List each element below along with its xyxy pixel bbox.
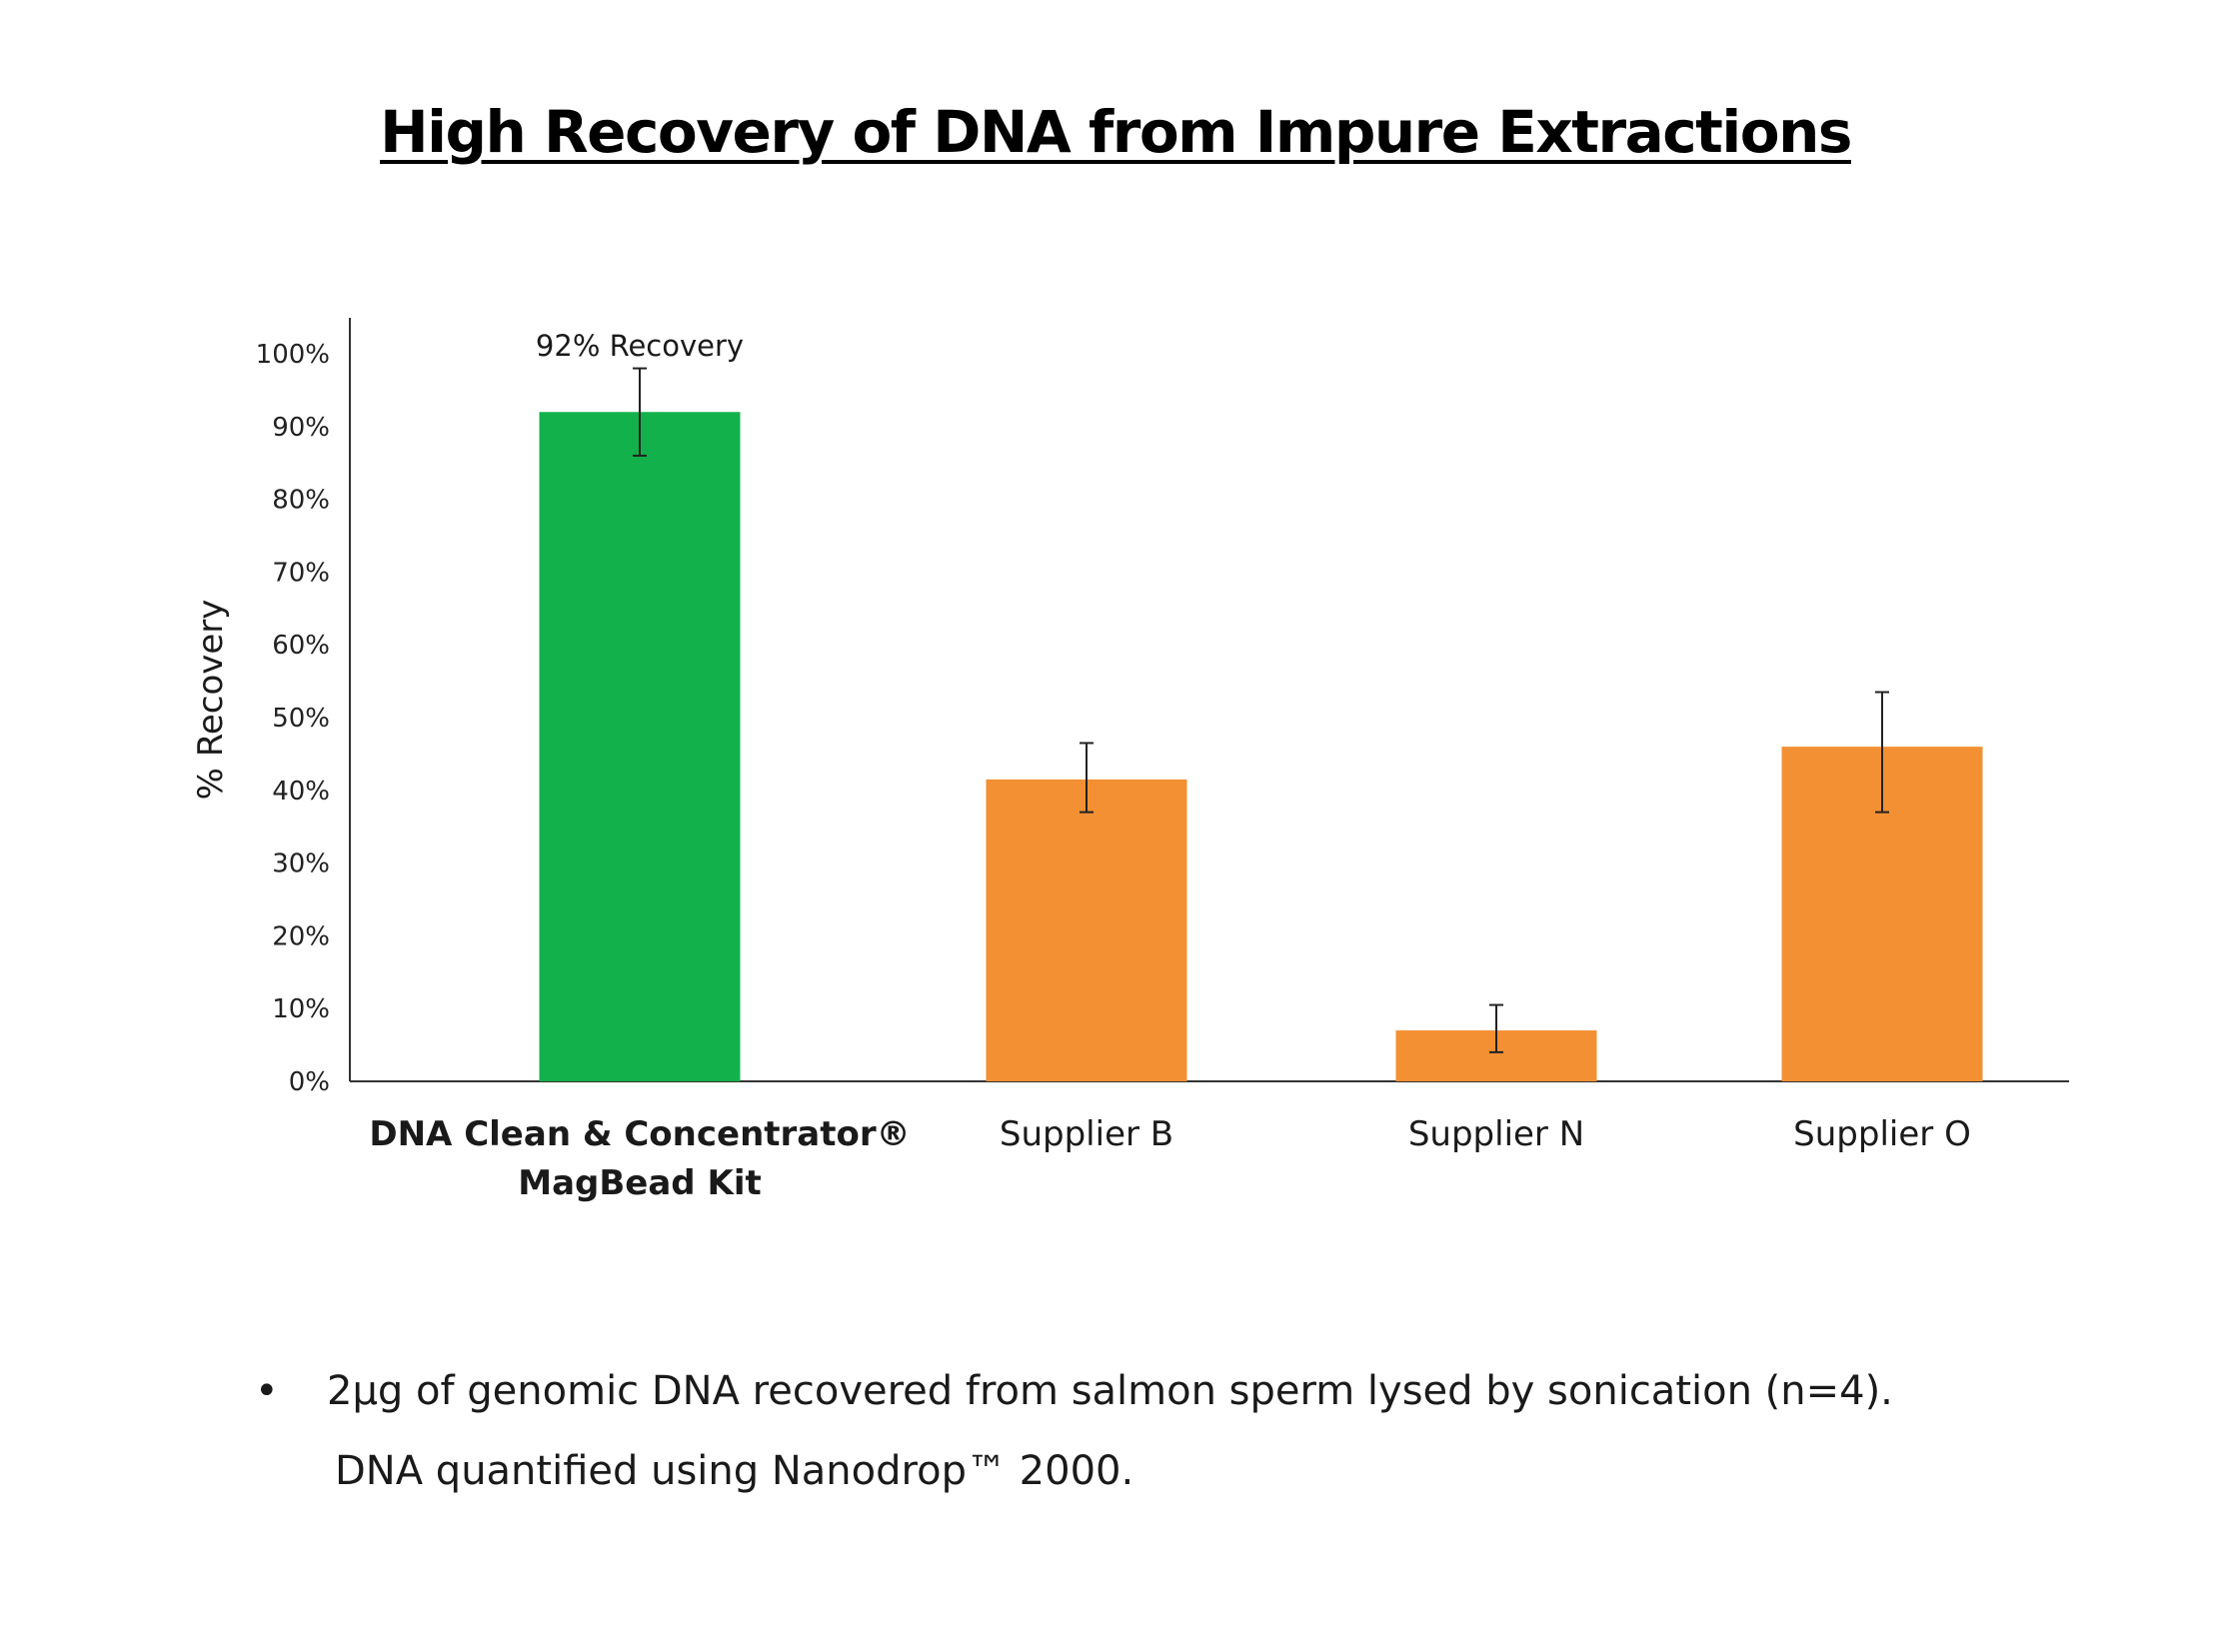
y-tick-label: 30%	[272, 849, 330, 879]
footnote-line-2: DNA quantified using Nanodrop™ 2000.	[335, 1448, 1134, 1494]
y-tick-label: 90%	[272, 413, 330, 443]
y-tick-label: 20%	[272, 921, 330, 951]
x-category-label: Supplier N	[1408, 1114, 1584, 1154]
x-category-label: Supplier O	[1793, 1114, 1971, 1154]
bullet-icon: •	[255, 1368, 279, 1414]
bar	[539, 412, 741, 1081]
y-tick-label: 10%	[272, 994, 330, 1024]
y-tick-label: 0%	[289, 1067, 330, 1097]
bar	[986, 779, 1187, 1081]
x-category-label: DNA Clean & Concentrator®	[369, 1114, 910, 1154]
y-axis-label: % Recovery	[191, 600, 231, 801]
y-tick-label: 60%	[272, 631, 330, 661]
page-title: High Recovery of DNA from Impure Extract…	[380, 98, 1852, 166]
x-category-label: MagBead Kit	[518, 1163, 761, 1203]
y-tick-label: 50%	[272, 704, 330, 734]
y-tick-label: 80%	[272, 486, 330, 516]
data-label: 92% Recovery	[536, 329, 744, 363]
y-tick-label: 40%	[272, 777, 330, 807]
y-tick-label: 70%	[272, 558, 330, 588]
x-category-label: Supplier B	[1000, 1114, 1173, 1154]
y-tick-label: 100%	[256, 340, 330, 370]
footnote-line-1: 2µg of genomic DNA recovered from salmon…	[327, 1368, 1893, 1414]
